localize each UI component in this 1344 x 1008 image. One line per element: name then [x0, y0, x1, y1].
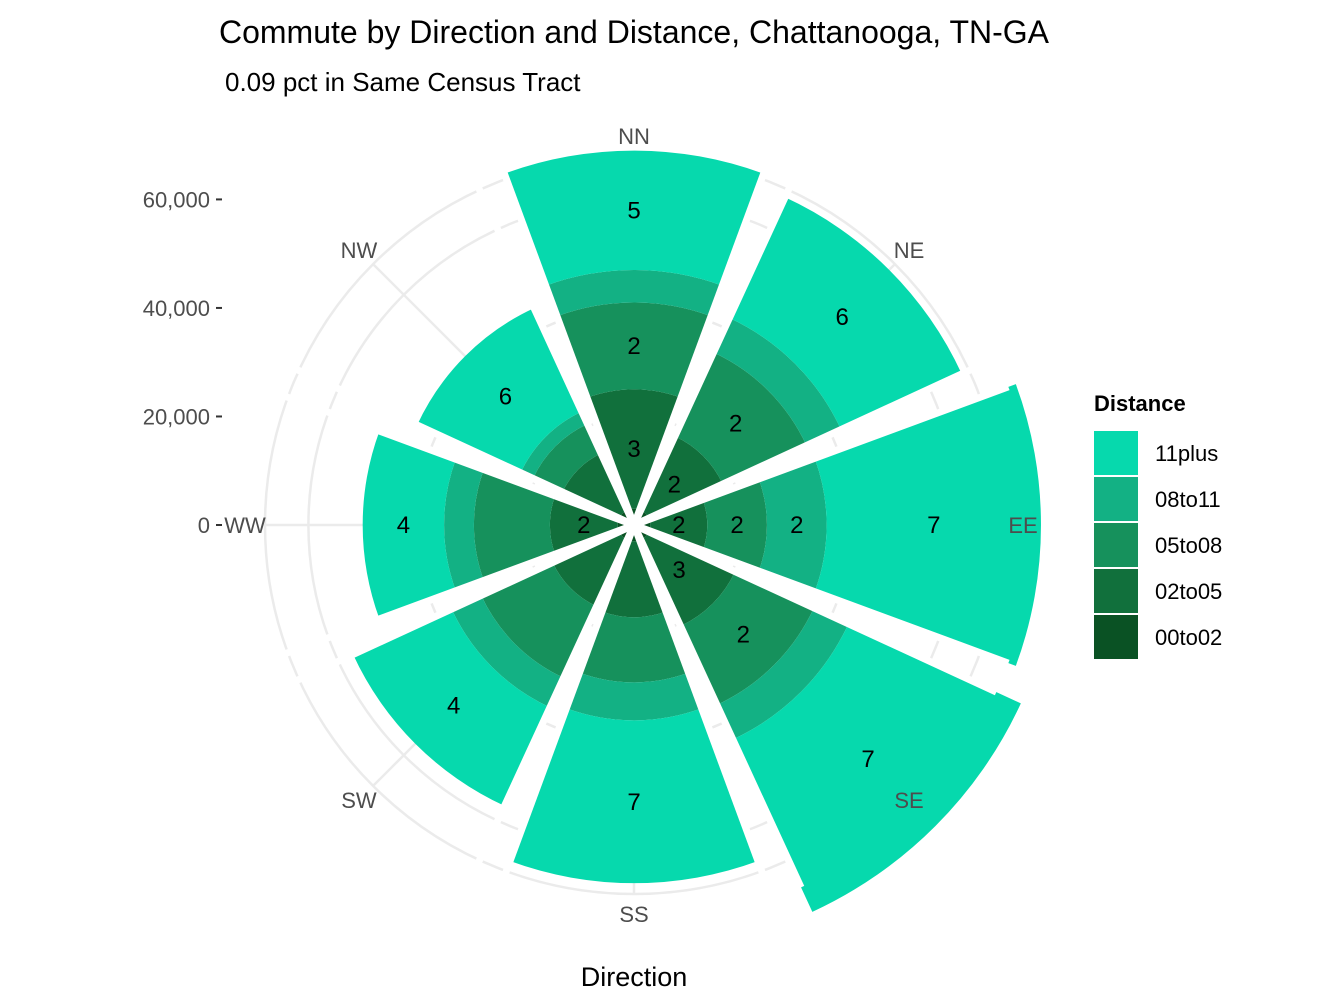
y-tick-label-2: 40,000 — [143, 296, 210, 321]
direction-label-ee: EE — [1008, 513, 1037, 538]
bar-sw-02to05 — [552, 531, 628, 607]
segment-label-ee-05to08: 2 — [730, 512, 743, 539]
segment-label-nw-11plus: 6 — [499, 383, 512, 410]
bar-gap-ww-b — [258, 383, 636, 529]
legend-swatch-02to05 — [1094, 569, 1138, 613]
bar-gap-nw-b — [463, 161, 638, 527]
legend: Distance 11plus 08to11 05to08 02to05 00to02 — [1094, 391, 1222, 659]
bar-ss-08to11 — [566, 672, 702, 721]
y-tick-label-0: 0 — [198, 513, 210, 538]
legend-swatch-00to02 — [1094, 615, 1138, 659]
bar-gap-nn-b — [630, 149, 776, 527]
segment-label-ne-02to05: 2 — [668, 472, 681, 499]
segment-label-ne-11plus: 6 — [835, 304, 848, 331]
direction-label-ww: WW — [224, 513, 266, 538]
bar-ne-08to11 — [713, 318, 841, 446]
bar-nn-11plus — [504, 150, 764, 286]
bar-ne-05to08 — [674, 352, 807, 485]
bar-se-11plus — [732, 623, 1021, 912]
legend-swatch-11plus — [1094, 431, 1138, 475]
bar-gap-se-b — [630, 523, 805, 889]
bar-nw-11plus — [417, 308, 582, 473]
bar-nn-08to11 — [545, 269, 723, 317]
bar-ww-05to08 — [473, 469, 556, 581]
bar-ww-11plus — [362, 431, 456, 619]
bar-gap-se-a — [632, 521, 998, 696]
bar-gap-ne-a — [630, 161, 805, 527]
segment-label-ss-11plus: 7 — [627, 789, 640, 816]
bar-se-08to11 — [716, 607, 849, 740]
bar-ss-02to05 — [602, 540, 666, 618]
legend-label-08to11: 08to11 — [1155, 487, 1221, 512]
direction-label-nw: NW — [341, 238, 378, 263]
bar-ss-11plus — [510, 708, 758, 884]
bar-sw-08to11 — [451, 595, 564, 708]
legend-label-11plus: 11plus — [1155, 441, 1218, 466]
bar-ee-08to11 — [758, 458, 827, 592]
bar-nn-05to08 — [556, 302, 712, 398]
segment-label-se-02to05: 3 — [672, 557, 685, 584]
direction-label-se: SE — [894, 788, 923, 813]
bar-nn-02to05 — [587, 389, 681, 510]
chart-subtitle: 0.09 pct in Same Census Tract — [225, 67, 581, 97]
bar-gap-ww-a — [258, 521, 636, 667]
direction-label-nn: NN — [618, 124, 650, 149]
bar-nw-05to08 — [532, 423, 602, 493]
legend-label-05to08: 05to08 — [1155, 533, 1222, 558]
y-tick-label-1: 20,000 — [143, 404, 210, 429]
legend-swatch-05to08 — [1094, 523, 1138, 567]
direction-label-sw: SW — [341, 788, 377, 813]
segment-label-se-11plus: 7 — [861, 746, 874, 773]
segment-label-ee-08to11: 2 — [790, 512, 803, 539]
segment-label-ne-05to08: 2 — [729, 410, 742, 437]
legend-title: Distance — [1094, 391, 1186, 416]
bars-layer — [258, 149, 1041, 912]
bar-gap-ee-a — [632, 383, 1010, 529]
bar-ne-02to05 — [640, 436, 723, 519]
segment-label-ww-02to05: 2 — [577, 512, 590, 539]
bar-gap-ss-a — [630, 523, 776, 901]
segment-label-ee-02to05: 2 — [672, 512, 685, 539]
direction-label-ne: NE — [894, 238, 925, 263]
y-tick-label-3: 60,000 — [143, 187, 210, 212]
segment-label-se-05to08: 2 — [737, 621, 750, 648]
y-axis: 0 20,000 40,000 60,000 — [143, 187, 222, 538]
bar-sw-05to08 — [481, 562, 597, 678]
bar-gap-sw-a — [463, 523, 638, 889]
bar-nw-08to11 — [520, 411, 588, 479]
segment-label-nn-02to05: 3 — [627, 436, 640, 463]
x-axis-title: Direction — [581, 962, 688, 992]
bar-se-02to05 — [640, 531, 736, 627]
bar-ee-02to05 — [649, 499, 708, 551]
segment-labels-layer: 3 2 5 2 2 6 2 2 2 7 3 2 7 7 4 2 4 6 — [397, 197, 941, 815]
bar-gap-sw-b — [270, 521, 636, 696]
bar-gap-nn-a — [492, 149, 638, 527]
bar-se-05to08 — [680, 571, 814, 705]
legend-swatch-08to11 — [1094, 477, 1138, 521]
direction-label-ss: SS — [619, 902, 648, 927]
segment-label-ww-11plus: 4 — [397, 512, 410, 539]
chart-title: Commute by Direction and Distance, Chatt… — [219, 14, 1050, 50]
legend-label-02to05: 02to05 — [1155, 579, 1222, 604]
bar-ee-05to08 — [702, 478, 767, 572]
bar-gap-nw-a — [270, 354, 636, 529]
bar-ss-05to08 — [579, 611, 689, 683]
segment-label-sw-11plus: 4 — [447, 692, 460, 719]
bar-ww-08to11 — [444, 459, 484, 591]
segment-label-ee-11plus: 7 — [927, 512, 940, 539]
legend-label-00to02: 00to02 — [1155, 625, 1222, 650]
bar-gap-ne-b — [632, 354, 998, 529]
bar-gap-ss-b — [492, 523, 638, 901]
bar-gap-ee-b — [632, 521, 1010, 667]
bar-ww-02to05 — [549, 495, 619, 555]
bar-sw-11plus — [353, 609, 550, 806]
segment-label-nn-11plus: 5 — [627, 197, 640, 224]
segment-label-nn-05to08: 2 — [627, 333, 640, 360]
bar-ne-11plus — [729, 197, 962, 430]
direction-labels-layer: NN NE EE SE SS SW WW NW — [224, 124, 1037, 927]
bar-ee-11plus — [814, 384, 1041, 666]
bar-nw-02to05 — [562, 453, 628, 519]
